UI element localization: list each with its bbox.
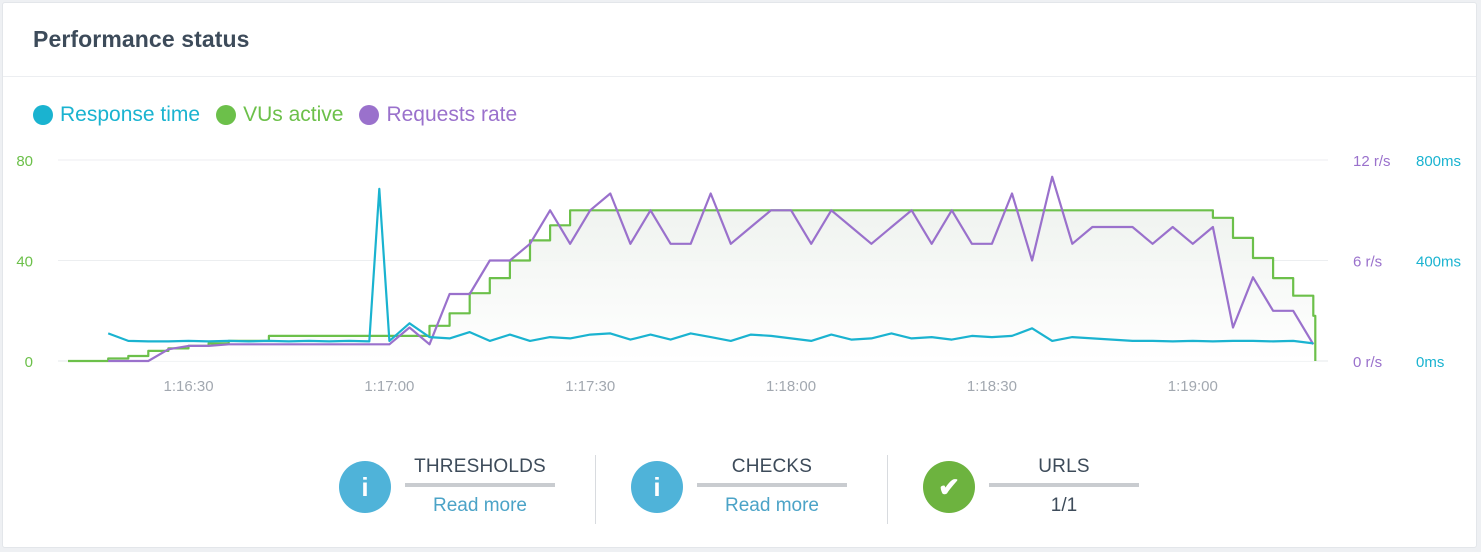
y-right-response-tick-label: 0ms [1416, 354, 1444, 371]
y-right-response-tick-label: 800ms [1416, 153, 1461, 170]
card-header: Performance status [3, 3, 1476, 77]
x-tick-label: 1:16:30 [163, 378, 213, 395]
legend-item-requests-rate[interactable]: Requests rate [359, 103, 517, 127]
x-tick-label: 1:19:00 [1168, 378, 1218, 395]
checks-title: CHECKS [731, 456, 813, 477]
legend-dot-response-time [33, 105, 53, 125]
x-tick-label: 1:18:00 [766, 378, 816, 395]
urls-value: 1/1 [1050, 495, 1078, 516]
info-icon: i [631, 461, 683, 513]
chart-legend: Response time VUs active Requests rate [33, 103, 517, 127]
y-left-tick-label: 40 [16, 254, 33, 271]
legend-dot-vus-active [216, 105, 237, 125]
footer-divider [595, 455, 596, 524]
x-tick-label: 1:17:30 [565, 378, 615, 395]
checks-read-more-link[interactable]: Read more [725, 495, 819, 516]
y-right-rate-tick-label: 0 r/s [1353, 354, 1382, 371]
checks-stat: i CHECKS Read more [631, 452, 871, 524]
performance-chart: 80 40 0 12 r/s 6 r/s 0 r/s 800ms 400ms 0ms 1:16:3… [16, 153, 1461, 395]
thresholds-stat: i THRESHOLDS Read more [339, 452, 579, 524]
y-left-tick-label: 0 [25, 354, 33, 371]
legend-label-vus-active: VUs active [243, 103, 344, 126]
y-right-response-tick-label: 400ms [1416, 254, 1461, 271]
card-title: Performance status [33, 26, 250, 52]
legend-label-requests-rate: Requests rate [386, 103, 518, 126]
footer-divider [887, 455, 888, 524]
legend-label-response-time: Response time [60, 103, 201, 126]
y-left-tick-label: 80 [16, 153, 33, 170]
checks-divider-bar [697, 483, 847, 487]
x-tick-label: 1:17:00 [364, 378, 414, 395]
y-right-rate-tick-label: 12 r/s [1353, 153, 1391, 170]
thresholds-title: THRESHOLDS [414, 456, 546, 477]
summary-footer: i THRESHOLDS Read more i CHECKS Read mor… [339, 452, 1159, 524]
legend-item-response-time[interactable]: Response time [33, 103, 200, 127]
legend-item-vus-active[interactable]: VUs active [216, 103, 343, 127]
response-time-series-line [107, 187, 1314, 345]
urls-stat: ✔ URLS 1/1 [923, 452, 1163, 524]
urls-title: URLS [1038, 456, 1090, 477]
thresholds-divider-bar [405, 483, 555, 487]
check-icon: ✔ [923, 461, 975, 513]
x-tick-label: 1:18:30 [967, 378, 1017, 395]
requests-rate-series-line [108, 175, 1315, 363]
legend-dot-requests-rate [359, 105, 380, 125]
info-icon: i [339, 461, 391, 513]
vus-active-area [68, 210, 1316, 361]
y-right-rate-tick-label: 6 r/s [1353, 254, 1382, 271]
urls-divider-bar [989, 483, 1139, 487]
thresholds-read-more-link[interactable]: Read more [433, 495, 527, 516]
